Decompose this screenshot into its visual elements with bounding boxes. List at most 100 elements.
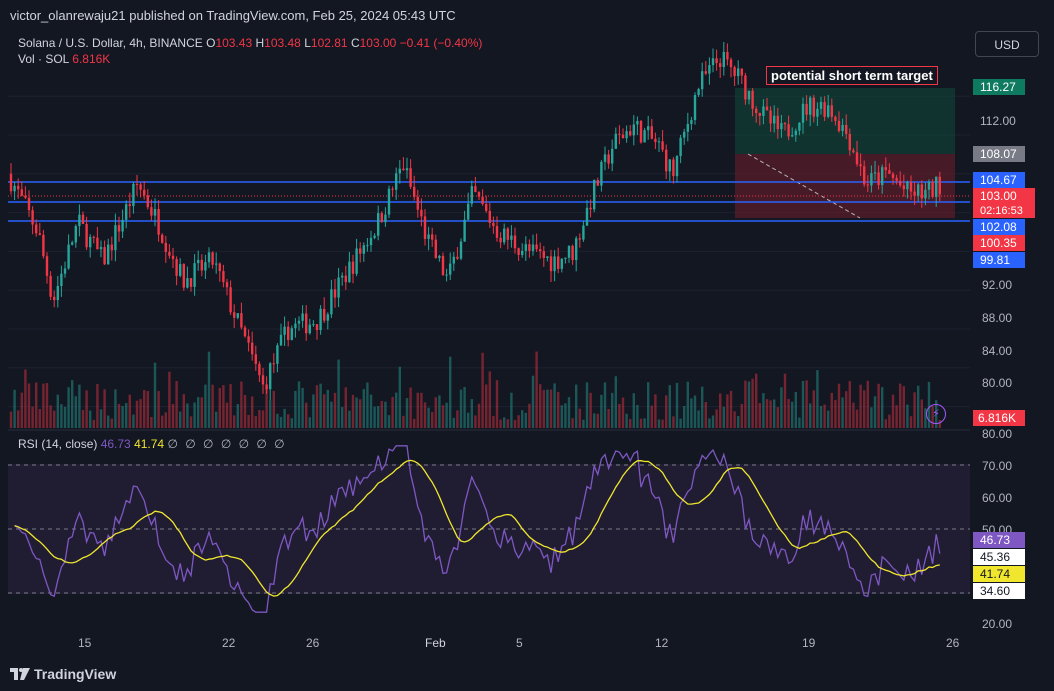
candle-body	[668, 159, 671, 172]
tradingview-logo[interactable]: TradingView	[10, 666, 116, 682]
volume-bar	[877, 383, 880, 428]
candle-body	[215, 263, 218, 265]
volume-legend[interactable]: Vol · SOL 6.816K	[18, 52, 110, 66]
rsi-line	[14, 445, 941, 613]
volume-bar	[866, 380, 869, 428]
time-tick: 15	[78, 636, 92, 650]
candle-body	[413, 186, 416, 197]
volume-bar	[434, 397, 437, 428]
volume-bar	[679, 418, 682, 428]
volume-bar	[211, 384, 214, 428]
volume-bar	[528, 403, 531, 428]
volume-bar	[427, 407, 430, 428]
volume-bar	[924, 408, 927, 428]
target-zone[interactable]	[735, 88, 955, 154]
candle-body	[125, 204, 128, 220]
low-value: 102.81	[310, 36, 348, 50]
candle-body	[589, 207, 592, 210]
candle-body	[827, 105, 830, 117]
price-tick: 88.00	[982, 311, 1012, 325]
short-term-target-annotation[interactable]: potential short term target	[766, 66, 938, 85]
volume-bar	[139, 399, 142, 428]
candle-body	[654, 138, 657, 143]
symbol-legend[interactable]: Solana / U.S. Dollar, 4h, BINANCE O103.4…	[18, 36, 482, 50]
price-axis[interactable]: 112.00 92.00 88.00 84.00 80.00 116.27 10…	[973, 79, 1035, 426]
volume-bar	[366, 382, 369, 428]
candle-body	[701, 71, 704, 90]
candle-body	[315, 324, 319, 331]
rsi-mid-badge-bg	[973, 549, 1025, 565]
volume-bar	[909, 416, 913, 428]
volume-bar	[837, 383, 841, 428]
candle-body	[758, 112, 761, 116]
candle-body	[506, 228, 509, 240]
volume-bar	[769, 400, 772, 428]
volume-bar	[495, 380, 499, 428]
volume-bar	[535, 351, 538, 428]
candle-body	[888, 170, 891, 174]
rsi-legend[interactable]: RSI (14, close) 46.73 41.74 ∅ ∅ ∅ ∅ ∅ ∅ …	[18, 437, 287, 451]
candle-body	[395, 173, 398, 190]
volume-bar	[315, 385, 319, 428]
candle-body	[665, 149, 668, 172]
badge-entry: 108.07	[980, 147, 1017, 161]
volume-bar	[369, 394, 373, 428]
chart-frame[interactable]: 112.00 92.00 88.00 84.00 80.00 116.27 10…	[8, 30, 1046, 658]
chart-canvas[interactable]: 112.00 92.00 88.00 84.00 80.00 116.27 10…	[8, 30, 1046, 658]
candle-body	[431, 234, 434, 240]
candle-body	[611, 148, 614, 164]
candle-body	[783, 123, 787, 125]
candle-body	[794, 130, 797, 136]
volume-bar	[571, 418, 574, 428]
volume-bar	[888, 414, 891, 428]
time-axis[interactable]: 15 22 26 Feb 5 12 19 26	[78, 636, 960, 650]
volume-bar	[254, 415, 257, 428]
volume-bar	[542, 390, 545, 428]
candle-body	[657, 141, 661, 143]
candle-body	[20, 189, 23, 196]
candle-body	[769, 110, 772, 124]
volume-bar	[794, 392, 797, 428]
time-tick: 19	[802, 636, 816, 650]
volume-bar	[668, 385, 671, 428]
candle-body	[596, 180, 599, 186]
candle-body	[920, 184, 923, 199]
candle-body	[762, 106, 765, 116]
candle-body	[258, 363, 261, 376]
candle-body	[463, 219, 466, 242]
candle-body	[312, 324, 315, 326]
close-value: 103.00	[359, 36, 397, 50]
candles	[9, 41, 941, 400]
candle-body	[355, 248, 358, 274]
high-value: 103.48	[264, 36, 301, 50]
volume-bar	[269, 399, 272, 428]
rsi-axis[interactable]: 80.00 70.00 60.00 50.00 20.00 46.73 45.3…	[973, 427, 1025, 631]
candle-body	[726, 51, 729, 60]
volume-bar	[549, 389, 553, 428]
candle-body	[629, 131, 632, 136]
volume-bar	[589, 392, 592, 428]
volume-bar	[834, 400, 837, 428]
currency-button[interactable]: USD	[975, 31, 1039, 57]
rsi-ma-badge: 41.74	[980, 567, 1010, 581]
volume-bar	[189, 416, 193, 428]
candle-body	[56, 285, 59, 301]
volume-bar	[845, 391, 848, 428]
volume-bar	[492, 415, 495, 428]
price-tick: 84.00	[982, 344, 1012, 358]
volume-bar	[690, 398, 693, 428]
volume-bar	[13, 389, 16, 428]
lightning-icon[interactable]: ⚡	[926, 404, 946, 424]
symbol-name[interactable]: Solana / U.S. Dollar, 4h, BINANCE	[18, 36, 203, 50]
candle-body	[247, 336, 250, 343]
volume-bar	[805, 380, 808, 428]
volume-bar	[362, 389, 365, 428]
candle-body	[906, 181, 909, 190]
volume-bar	[891, 394, 895, 428]
badge-volume: 6.816K	[978, 411, 1016, 425]
volume-bar	[179, 411, 182, 428]
volume-bar	[449, 356, 452, 428]
volume-bar	[603, 382, 607, 428]
candle-body	[859, 164, 862, 167]
candle-body	[661, 141, 664, 150]
